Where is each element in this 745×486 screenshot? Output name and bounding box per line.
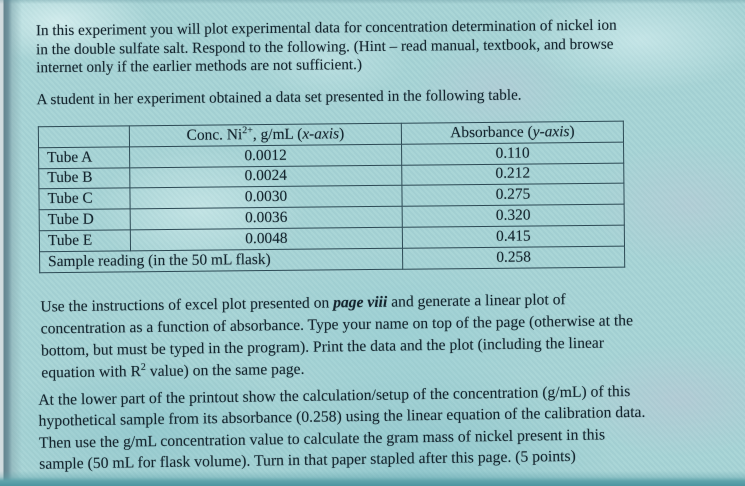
- absorbance-value: 0.212: [401, 162, 624, 186]
- absorbance-value: 0.110: [401, 141, 624, 165]
- page-left-edge-shadow: [0, 0, 22, 486]
- header-concentration-cell: Conc. Ni2+, g/mL (x-axis): [129, 123, 402, 147]
- conc-header-units: , g/mL (: [252, 125, 303, 144]
- tube-label: Tube B: [38, 167, 130, 190]
- x-axis-label: x-axis: [302, 125, 340, 143]
- sample-absorbance-value: 0.258: [402, 245, 625, 269]
- page-top-edge-shadow: [0, 0, 745, 4]
- y-axis-label: y-axis: [532, 123, 570, 141]
- concentration-value: 0.0036: [130, 206, 403, 230]
- concentration-value: 0.0012: [129, 144, 402, 168]
- absorbance-data-table: Conc. Ni2+, g/mL (x-axis) Absorbance (y-…: [37, 120, 626, 273]
- concentration-value: 0.0024: [129, 164, 402, 189]
- excel-line-1-post: and generate a linear plot of: [387, 291, 566, 311]
- absorbance-header-text: Absorbance (: [450, 123, 533, 142]
- conc-header-text: Conc. Ni: [186, 126, 243, 144]
- conc-header-close-paren: ): [338, 125, 345, 143]
- absorbance-header-close-paren: ): [569, 122, 575, 141]
- calculation-instructions-paragraph: At the lower part of the printout show t…: [38, 381, 646, 476]
- excel-line-1-pre: Use the instructions of excel plot prese…: [40, 294, 334, 316]
- excel-line-4-pre: equation with R: [41, 363, 142, 382]
- page-bottom-edge-shadow: [0, 471, 745, 486]
- absorbance-value: 0.320: [402, 204, 625, 228]
- sample-reading-label: Sample reading (in the 50 mL flask): [39, 248, 403, 273]
- concentration-value: 0.0030: [129, 185, 403, 210]
- tube-label: Tube D: [39, 209, 131, 231]
- ni-charge-superscript: 2+: [242, 124, 253, 137]
- absorbance-value: 0.275: [401, 183, 625, 207]
- table-footer-sample-row: Sample reading (in the 50 mL flask) 0.25…: [39, 245, 625, 273]
- header-absorbance-cell: Absorbance (y-axis): [401, 121, 624, 145]
- student-dataset-line: A student in her experiment obtained a d…: [36, 86, 522, 109]
- absorbance-value: 0.415: [402, 225, 625, 249]
- excel-line-4-post: value) on the same page.: [145, 360, 305, 381]
- header-empty-cell: [38, 125, 130, 148]
- page-viii-reference: page viii: [333, 293, 388, 312]
- tube-label: Tube C: [38, 188, 131, 210]
- excel-plot-instructions-paragraph: Use the instructions of excel plot prese…: [40, 288, 633, 384]
- intro-paragraph: In this experiment you will plot experim…: [36, 17, 617, 78]
- tube-label: Tube E: [39, 229, 131, 252]
- concentration-value: 0.0048: [130, 227, 403, 251]
- tube-label: Tube A: [38, 146, 130, 169]
